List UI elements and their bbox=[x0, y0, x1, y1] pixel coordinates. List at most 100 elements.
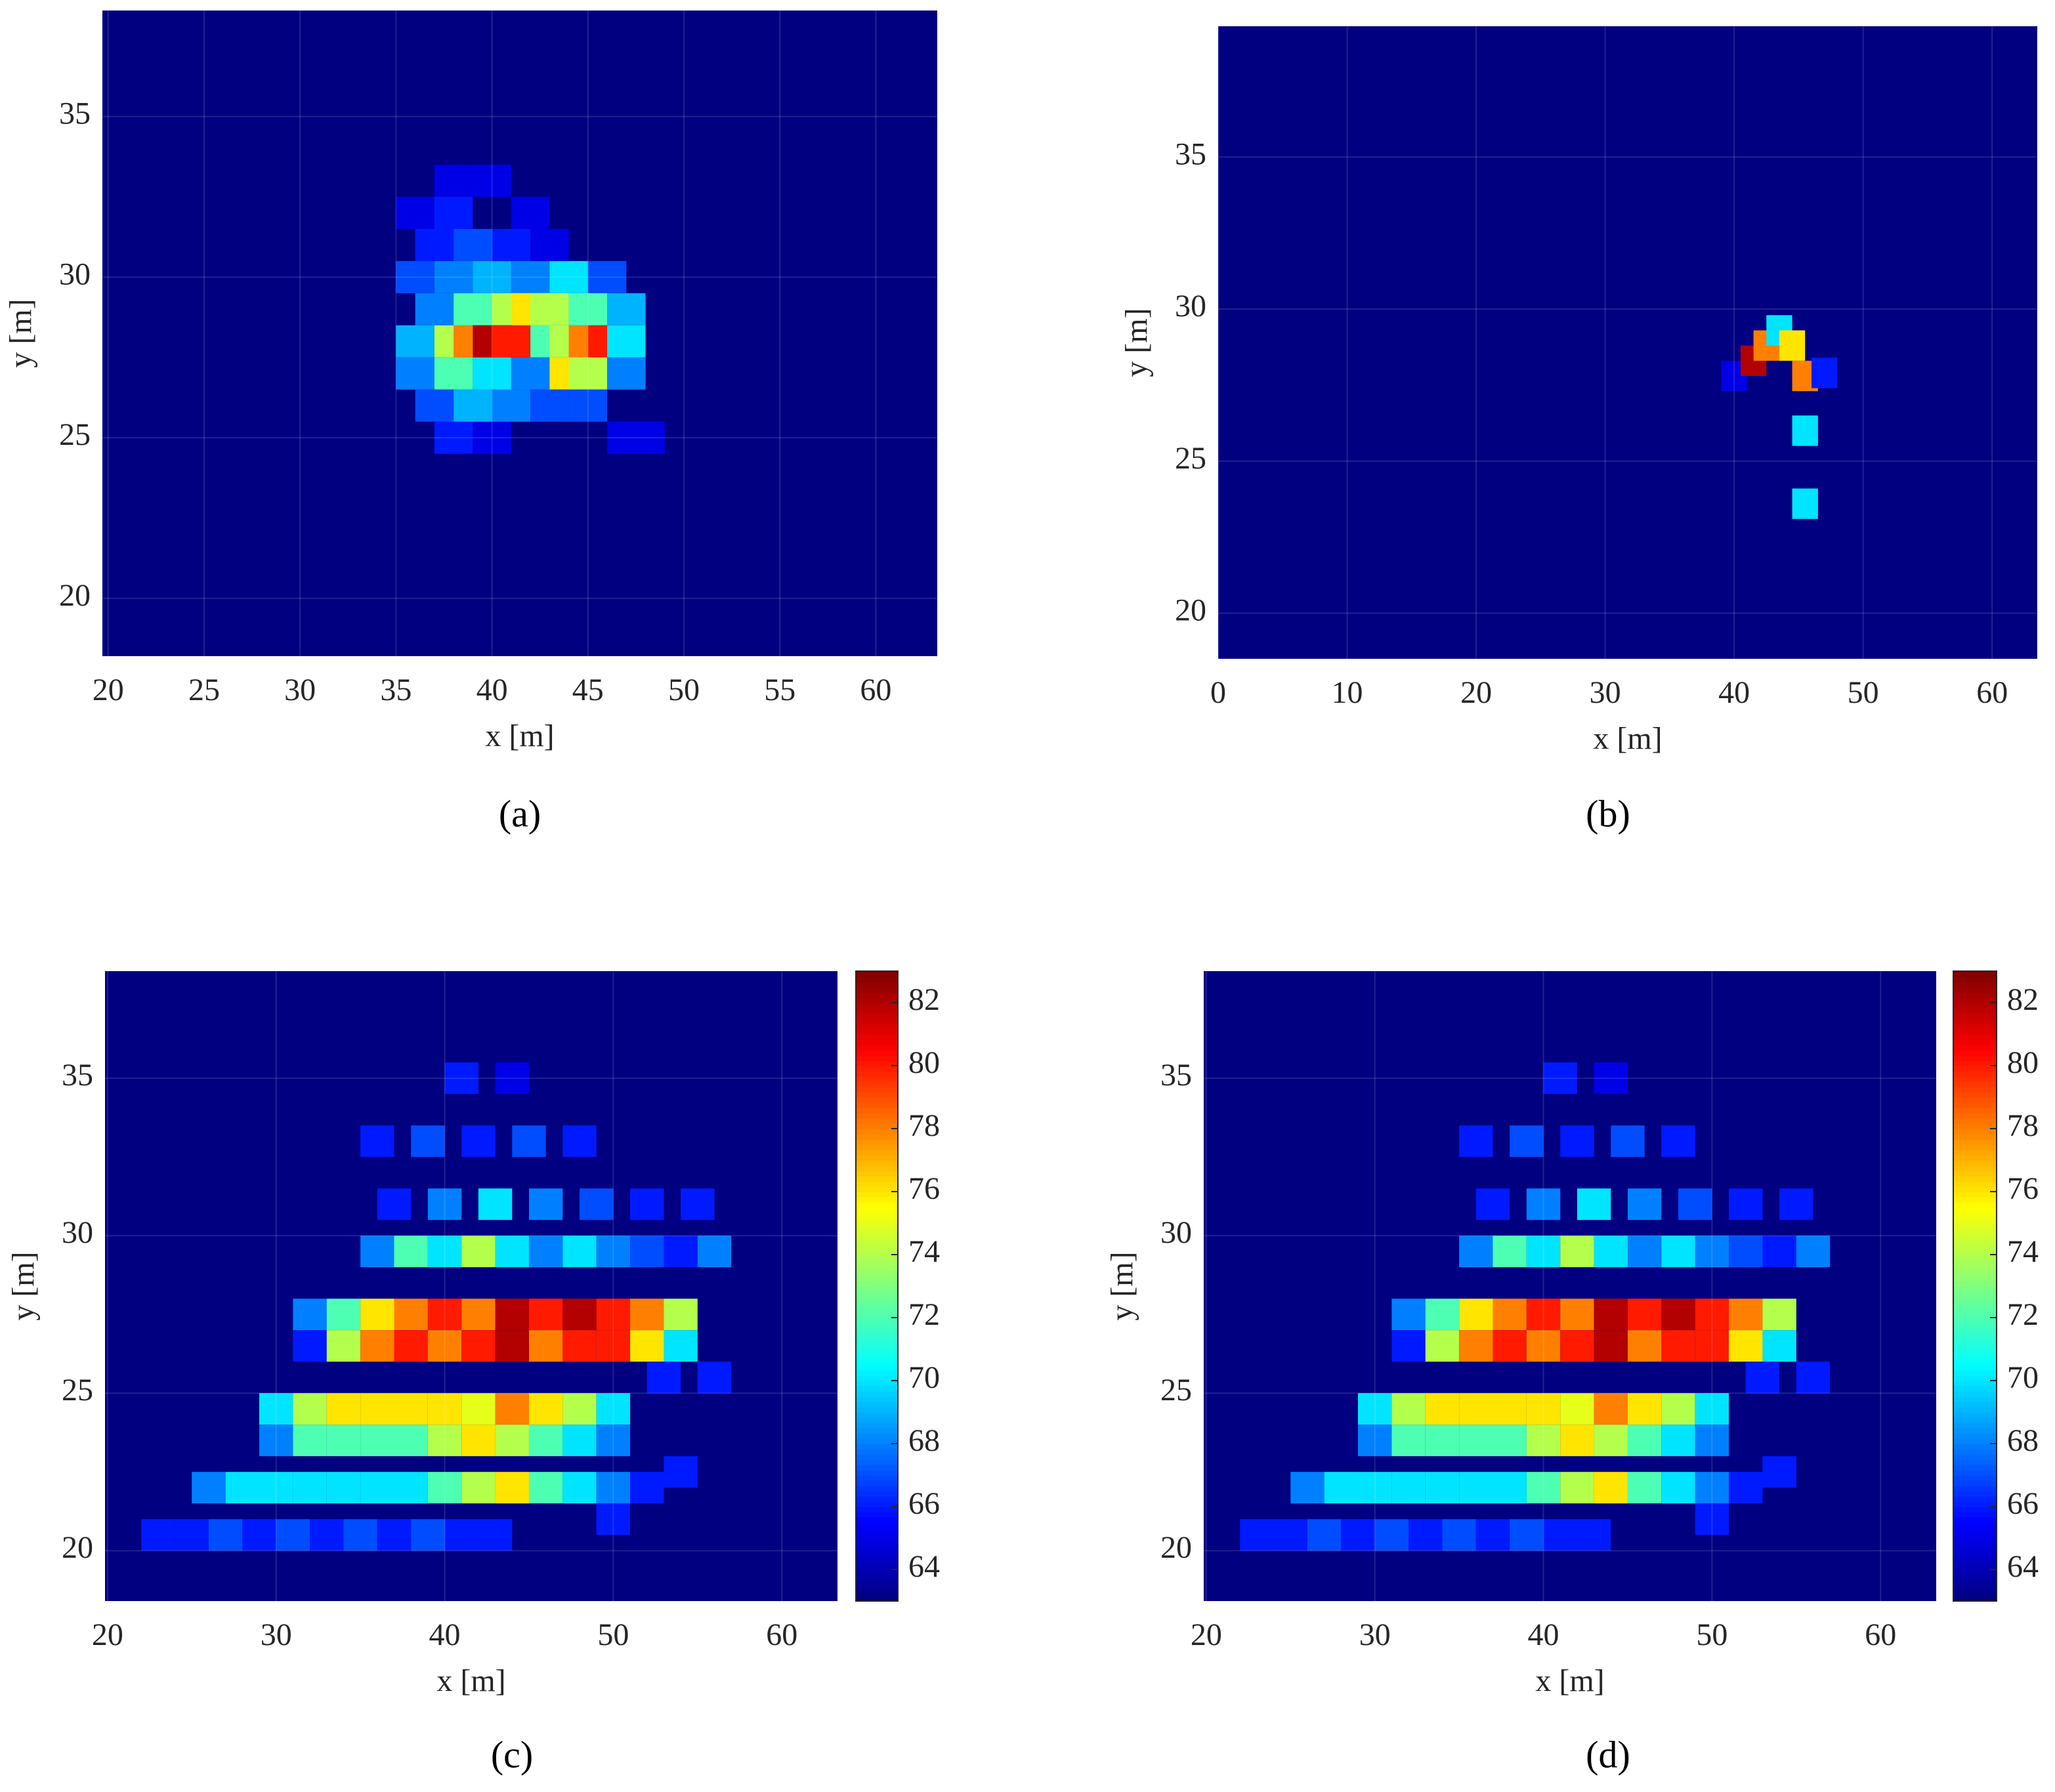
heat-cell bbox=[394, 1236, 428, 1268]
heat-cell bbox=[1695, 1236, 1729, 1268]
heat-cell bbox=[528, 1472, 563, 1504]
x-tick-label: 20 bbox=[93, 673, 124, 707]
colorbar-segment bbox=[1953, 1459, 1997, 1465]
heat-cell bbox=[1594, 1393, 1628, 1425]
x-tick-label: 50 bbox=[1696, 1617, 1727, 1652]
heat-cell bbox=[1661, 1299, 1695, 1331]
heat-cell bbox=[1459, 1330, 1493, 1362]
colorbar-segment bbox=[856, 1423, 898, 1428]
colorbar-segment bbox=[856, 1381, 898, 1386]
heat-cell bbox=[192, 1472, 226, 1504]
heat-cell bbox=[1560, 1393, 1594, 1425]
heat-cell bbox=[1526, 1236, 1561, 1268]
colorbar-segment bbox=[1953, 1029, 1997, 1035]
colorbar-segment bbox=[1953, 1528, 1997, 1533]
colorbar-segment bbox=[856, 1160, 898, 1166]
heat-cell bbox=[697, 1362, 732, 1394]
colorbar-segment bbox=[856, 1066, 898, 1072]
heat-cell bbox=[1459, 1125, 1493, 1157]
colorbar-segment bbox=[856, 1496, 898, 1502]
colorbar-tick-label: 68 bbox=[908, 1423, 940, 1458]
x-tick-label: 25 bbox=[188, 673, 220, 707]
colorbar-tick-label: 80 bbox=[908, 1045, 940, 1080]
heat-cell bbox=[1594, 1425, 1628, 1457]
heat-cell bbox=[1695, 1472, 1729, 1504]
colorbar-segment bbox=[856, 1339, 898, 1344]
heat-cell bbox=[394, 1330, 428, 1362]
colorbar-segment bbox=[856, 1102, 898, 1108]
heat-cell bbox=[596, 1330, 631, 1362]
colorbar-segment bbox=[856, 971, 898, 977]
colorbar-segment bbox=[856, 1549, 898, 1554]
colorbar-segment bbox=[856, 992, 898, 998]
heat-cell bbox=[1425, 1425, 1460, 1457]
colorbar-segment bbox=[856, 1517, 898, 1523]
colorbar-segment bbox=[1953, 1365, 1997, 1371]
heat-cell bbox=[562, 1236, 597, 1268]
heat-cell bbox=[495, 1425, 529, 1457]
colorbar-segment bbox=[856, 1213, 898, 1219]
heat-cell bbox=[1459, 1299, 1493, 1331]
colorbar-tick-label: 72 bbox=[908, 1297, 940, 1332]
heat-cell bbox=[568, 293, 608, 325]
heat-cell bbox=[1762, 1236, 1796, 1268]
heat-cell bbox=[1358, 1393, 1392, 1425]
colorbar-segment bbox=[856, 1092, 898, 1098]
colorbar-segment bbox=[1953, 1554, 1997, 1560]
heat-cell bbox=[360, 1299, 394, 1331]
heat-cell bbox=[495, 1236, 529, 1268]
x-tick-label: 30 bbox=[284, 673, 316, 707]
colorbar-segment bbox=[856, 1155, 898, 1161]
colorbar-segment bbox=[856, 1192, 898, 1198]
colorbar-segment bbox=[1953, 1575, 1997, 1581]
colorbar-segment bbox=[1953, 1344, 1997, 1350]
y-axis-label: y [m] bbox=[1119, 308, 1154, 377]
colorbar-segment bbox=[1953, 1402, 1997, 1407]
colorbar-segment bbox=[1953, 1139, 1997, 1145]
cells bbox=[1240, 1062, 1831, 1551]
colorbar-segment bbox=[1953, 1171, 1997, 1177]
heat-cell bbox=[427, 1188, 462, 1220]
colorbar-segment bbox=[856, 1055, 898, 1061]
y-tick-label: 35 bbox=[62, 1058, 93, 1093]
colorbar-segment bbox=[1953, 1260, 1997, 1266]
colorbar-segment bbox=[856, 1333, 898, 1339]
colorbar-segment bbox=[856, 1123, 898, 1129]
x-tick-label: 60 bbox=[766, 1617, 797, 1652]
colorbar-segment bbox=[1953, 1480, 1997, 1486]
heat-cell bbox=[1695, 1299, 1729, 1331]
colorbar-segment bbox=[856, 1223, 898, 1229]
colorbar-segment bbox=[1953, 1533, 1997, 1539]
heat-cell bbox=[1510, 1125, 1544, 1157]
heat-cell bbox=[511, 260, 550, 293]
colorbar-segment bbox=[1953, 1507, 1997, 1512]
colorbar-segment bbox=[1953, 1066, 1997, 1072]
colorbar-segment bbox=[1953, 1234, 1997, 1240]
x-tick-label: 55 bbox=[764, 673, 795, 707]
colorbar-segment bbox=[856, 1081, 898, 1087]
colorbar-segment bbox=[856, 1386, 898, 1392]
panel-caption: (d) bbox=[1586, 1733, 1630, 1776]
heat-cell bbox=[1695, 1503, 1729, 1535]
heat-cell bbox=[1745, 1362, 1780, 1394]
x-tick-label: 60 bbox=[860, 673, 891, 707]
x-tick-label: 40 bbox=[477, 673, 508, 707]
y-tick-label: 20 bbox=[1175, 593, 1206, 627]
heat-cell bbox=[377, 1188, 412, 1220]
heat-cell bbox=[454, 228, 492, 261]
colorbar-segment bbox=[856, 1108, 898, 1114]
heat-cell bbox=[1442, 1519, 1476, 1551]
colorbar-segment bbox=[1953, 1144, 1997, 1150]
colorbar-segment bbox=[1953, 1076, 1997, 1082]
heat-cell bbox=[259, 1472, 293, 1504]
colorbar-segment bbox=[1953, 1323, 1997, 1329]
heat-cell bbox=[492, 228, 531, 261]
colorbar-segment bbox=[1953, 1360, 1997, 1365]
heat-cell bbox=[495, 1062, 529, 1094]
colorbar-segment bbox=[1953, 1102, 1997, 1108]
colorbar-segment bbox=[856, 1197, 898, 1203]
colorbar-frame bbox=[855, 970, 899, 1602]
colorbar-tick-label: 66 bbox=[908, 1486, 940, 1521]
heat-cell bbox=[1425, 1299, 1460, 1331]
x-axis-label: x [m] bbox=[436, 1663, 505, 1698]
